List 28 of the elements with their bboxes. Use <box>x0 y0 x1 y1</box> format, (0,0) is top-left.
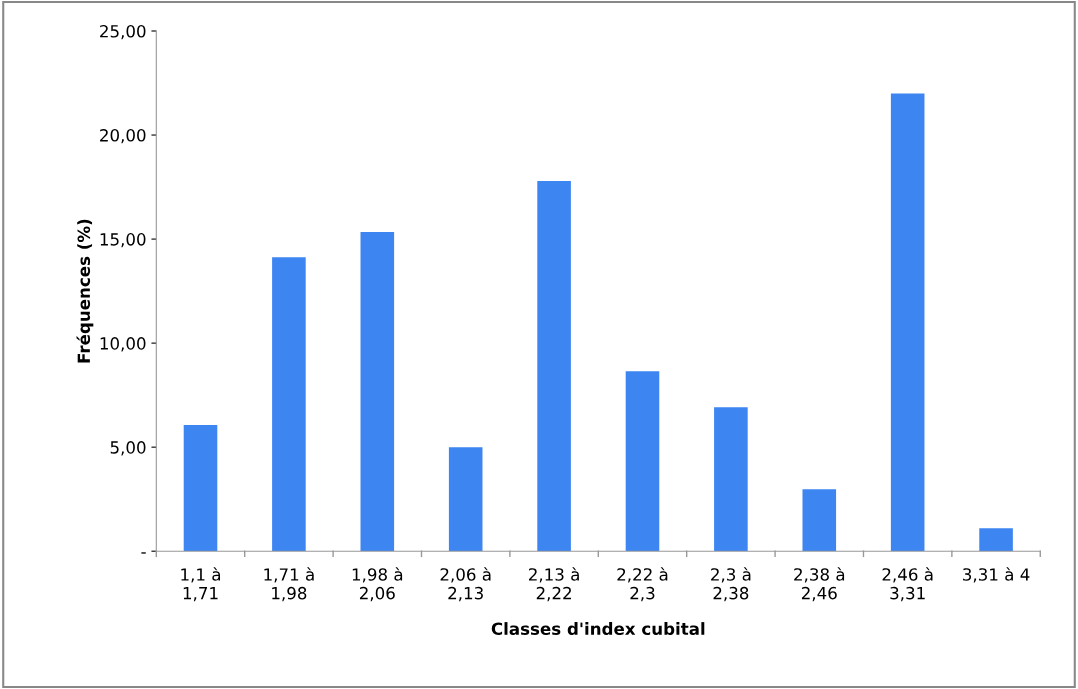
x-tick-label: 2,38 à 2,46 <box>794 567 845 602</box>
y-axis-title: Fréquences (%) <box>76 219 94 363</box>
bar <box>625 371 660 552</box>
y-tick-label: 20,00 <box>100 129 146 144</box>
y-tick-label: 15,00 <box>100 233 146 248</box>
y-tick-label: - <box>141 552 146 554</box>
x-axis-title: Classes d'index cubital <box>491 622 705 636</box>
bar <box>890 93 925 552</box>
bar <box>272 257 306 552</box>
bar <box>979 528 1013 552</box>
bar <box>802 489 837 552</box>
x-tick-label: 1,71 à 1,98 <box>264 567 314 602</box>
y-tick-label: 25,00 <box>100 24 146 40</box>
bar <box>448 447 483 552</box>
bar <box>360 232 395 552</box>
bar <box>183 425 218 552</box>
x-tick-label: 1,98 à 2,06 <box>352 567 403 602</box>
x-tick-label: 3,31 à 4 <box>963 567 1030 583</box>
y-tick-label: 10,00 <box>100 337 146 352</box>
bar <box>714 407 748 552</box>
x-tick-label: 2,46 à 3,31 <box>882 567 933 602</box>
x-tick-label: 1,1 à 1,71 <box>181 567 220 602</box>
x-tick-label: 2,13 à 2,22 <box>529 567 579 602</box>
bar <box>537 181 571 552</box>
x-tick-label: 2,06 à 2,13 <box>440 567 491 602</box>
y-tick-label: 5,00 <box>110 441 146 456</box>
x-tick-label: 2,3 à 2,38 <box>711 567 751 602</box>
x-tick-label: 2,22 à 2,3 <box>617 567 668 602</box>
